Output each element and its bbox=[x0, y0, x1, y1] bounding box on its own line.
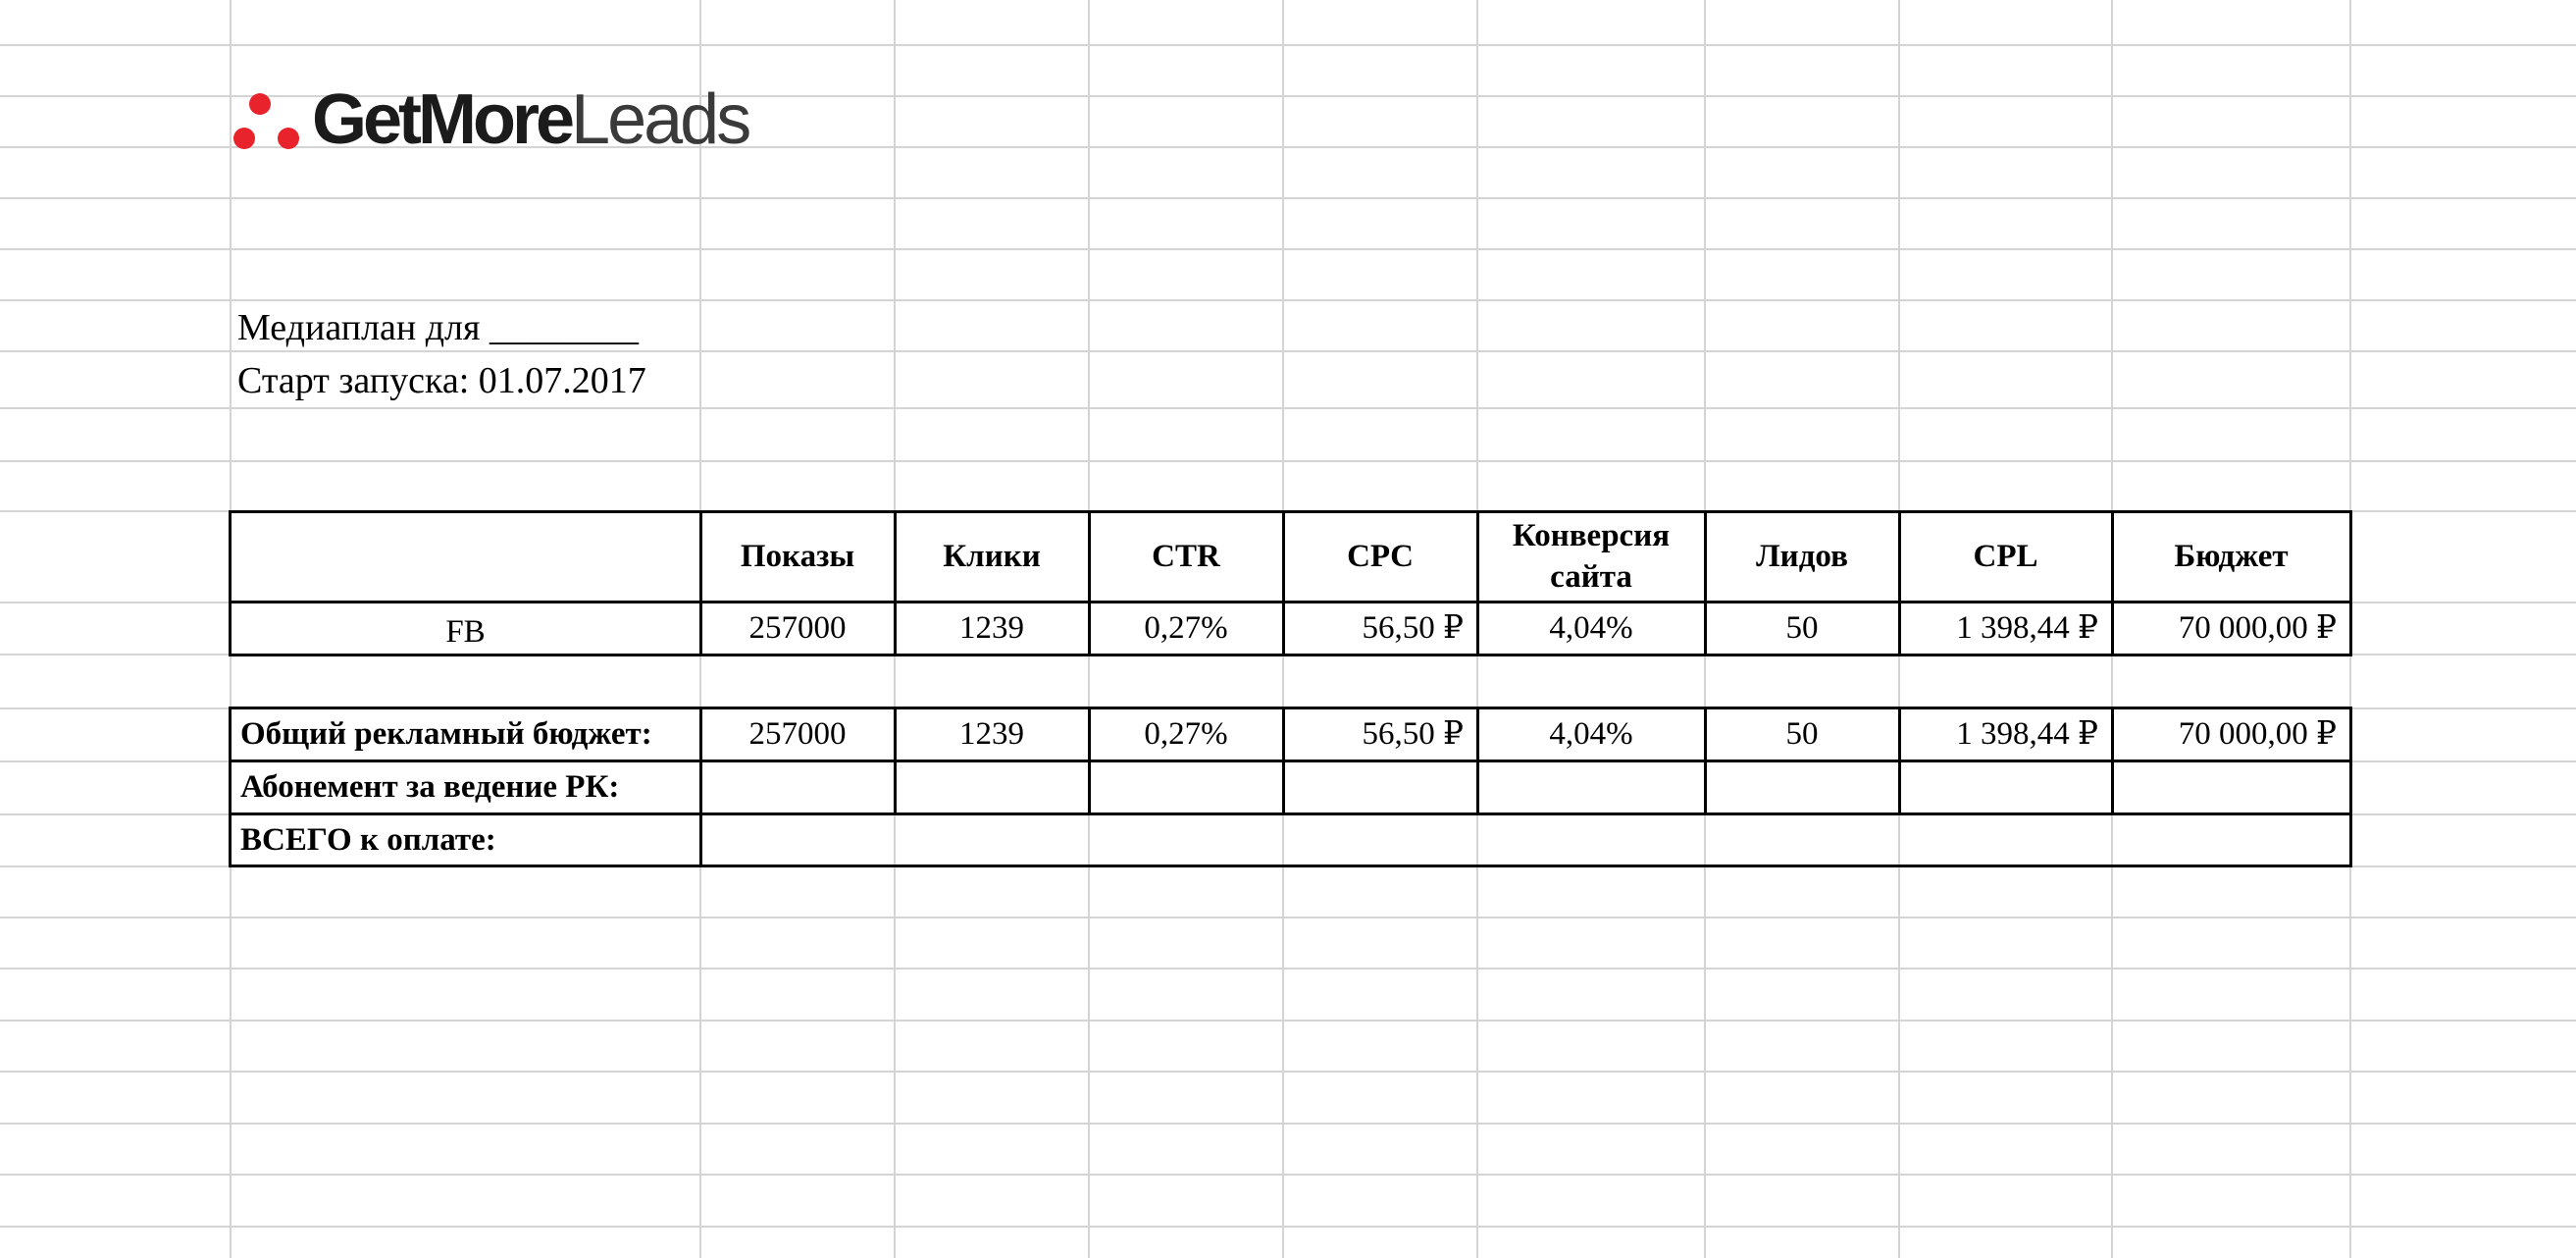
subscription-conversion bbox=[1477, 761, 1705, 814]
getmoreleads-logo-dots bbox=[233, 93, 299, 149]
fb-budget: 70 000,00 ₽ bbox=[2178, 609, 2337, 646]
subscription-ctr bbox=[1089, 761, 1283, 814]
header-impressions: Показы bbox=[740, 538, 855, 574]
logo-wordmark: GetMoreLeads bbox=[312, 84, 751, 155]
header-cell-empty bbox=[231, 511, 700, 603]
fb-conversion: 4,04% bbox=[1549, 609, 1633, 646]
fb-cpc: 56,50 ₽ bbox=[1362, 609, 1465, 646]
summary-total-label: Общий рекламный бюджет: bbox=[240, 716, 652, 753]
subscription-cpl bbox=[1899, 761, 2112, 814]
header-leads: Лидов bbox=[1756, 538, 1848, 574]
fb-leads: 50 bbox=[1785, 609, 1819, 646]
header-cpl: CPL bbox=[1973, 538, 2038, 574]
total-conversion: 4,04% bbox=[1549, 716, 1633, 753]
fb-cpl: 1 398,44 ₽ bbox=[1956, 609, 2098, 646]
subscription-cpc bbox=[1283, 761, 1477, 814]
grand-total-value bbox=[700, 814, 2350, 866]
logo-dot-left bbox=[233, 128, 255, 149]
logo-text-bold: GetMore bbox=[312, 80, 575, 159]
fb-impressions: 257000 bbox=[748, 609, 847, 646]
logo-text-light: Leads bbox=[571, 80, 751, 159]
header-conversion: Конверсия сайта bbox=[1512, 518, 1671, 595]
total-cpc: 56,50 ₽ bbox=[1362, 716, 1465, 753]
total-budget: 70 000,00 ₽ bbox=[2178, 716, 2337, 753]
fb-clicks: 1239 bbox=[959, 609, 1024, 646]
total-clicks: 1239 bbox=[959, 716, 1024, 753]
row-label-fb: FB bbox=[445, 613, 486, 650]
summary-grand-total-label: ВСЕГО к оплате: bbox=[240, 821, 496, 858]
subscription-clicks bbox=[895, 761, 1089, 814]
subscription-leads bbox=[1705, 761, 1899, 814]
header-budget: Бюджет bbox=[2174, 538, 2289, 574]
total-ctr: 0,27% bbox=[1144, 716, 1228, 753]
total-leads: 50 bbox=[1785, 716, 1819, 753]
logo-dot-right bbox=[278, 128, 299, 149]
subscription-impressions bbox=[700, 761, 895, 814]
mediaplan-title: Медиаплан для ________ bbox=[237, 307, 639, 348]
start-date: Старт запуска: 01.07.2017 bbox=[237, 360, 646, 401]
total-cpl: 1 398,44 ₽ bbox=[1956, 716, 2098, 753]
header-clicks: Клики bbox=[943, 538, 1041, 574]
logo-dot-top bbox=[249, 93, 271, 115]
header-cpc: CPC bbox=[1347, 538, 1414, 574]
header-ctr: CTR bbox=[1152, 538, 1220, 574]
subscription-budget bbox=[2112, 761, 2350, 814]
summary-subscription-label: Абонемент за ведение РК: bbox=[240, 769, 620, 806]
total-impressions: 257000 bbox=[748, 716, 847, 753]
fb-ctr: 0,27% bbox=[1144, 609, 1228, 646]
